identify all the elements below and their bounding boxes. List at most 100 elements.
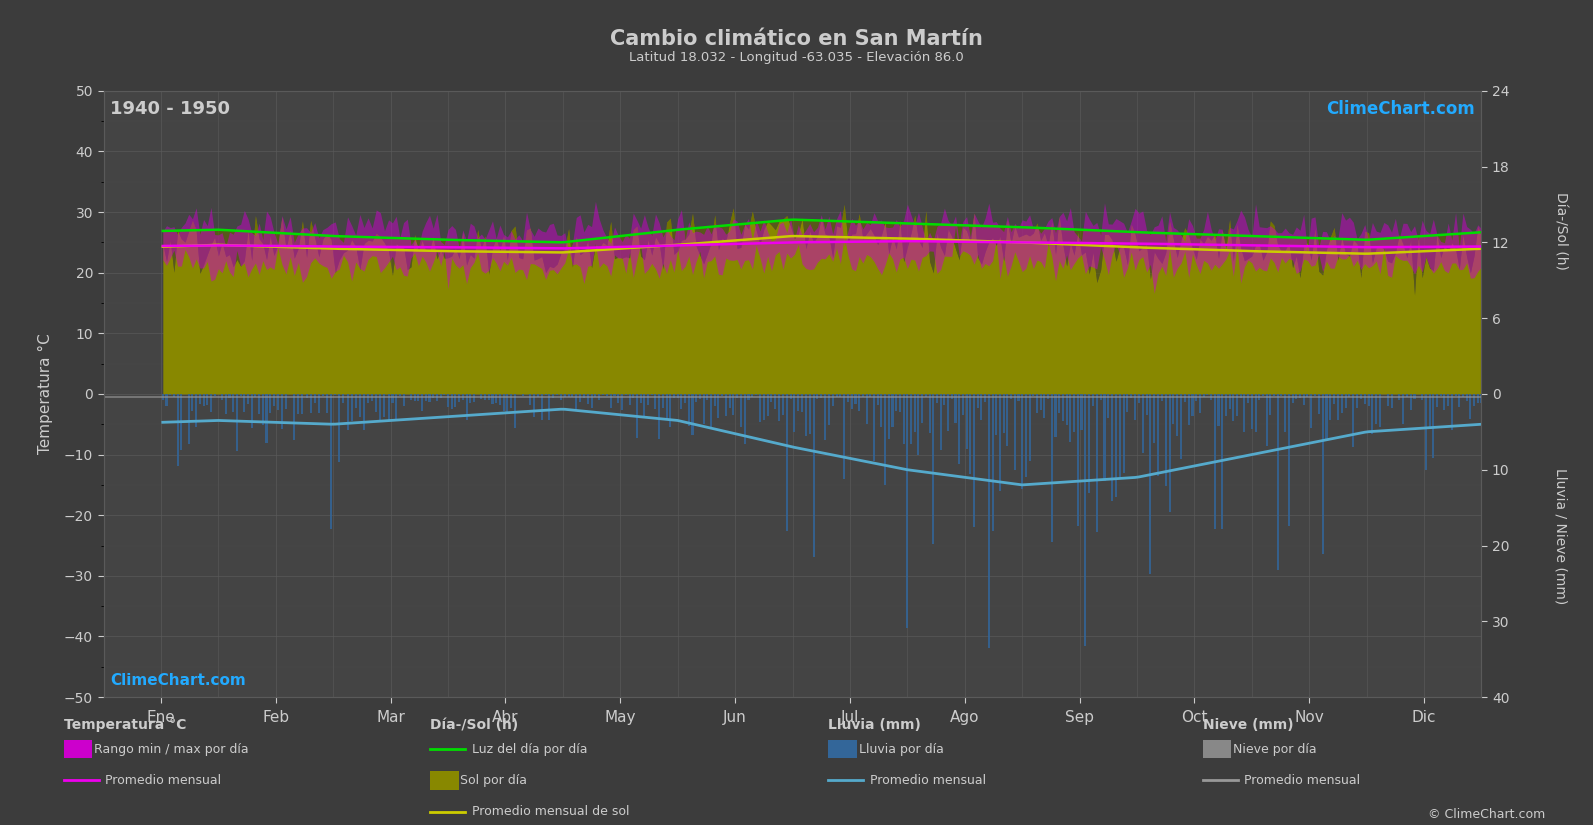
Bar [980, 394, 983, 420]
Bar [473, 394, 475, 402]
Bar [261, 394, 264, 425]
Bar [1292, 394, 1294, 403]
Bar [957, 394, 961, 464]
Bar [1029, 394, 1031, 461]
Bar [1172, 394, 1174, 424]
Bar [703, 394, 704, 423]
Bar [1134, 394, 1136, 420]
Bar [1333, 394, 1335, 403]
Text: Día-/Sol (h): Día-/Sol (h) [1553, 192, 1568, 270]
Bar [355, 394, 357, 408]
Bar [988, 394, 989, 648]
Bar [1051, 394, 1053, 541]
Bar [421, 394, 424, 412]
Bar [1251, 394, 1252, 429]
Bar [744, 394, 746, 444]
Bar [840, 394, 841, 398]
Text: Rango min / max por día: Rango min / max por día [94, 742, 249, 756]
Bar [1273, 394, 1274, 396]
Bar [188, 394, 190, 444]
Bar [1454, 394, 1456, 396]
Bar [572, 394, 573, 398]
Bar [1421, 394, 1423, 399]
Text: Día-/Sol (h): Día-/Sol (h) [430, 718, 518, 732]
Bar [962, 394, 964, 415]
Bar [443, 394, 446, 395]
Bar [1367, 394, 1370, 406]
Bar [1047, 394, 1050, 398]
Bar [1270, 394, 1271, 415]
Bar [371, 394, 373, 400]
Bar [199, 394, 201, 403]
Bar [1063, 394, 1064, 421]
Bar [403, 394, 405, 406]
Bar [1265, 394, 1268, 446]
Bar [280, 394, 284, 429]
Text: Cambio climático en San Martín: Cambio climático en San Martín [610, 29, 983, 49]
Bar [1228, 394, 1231, 408]
Bar [1488, 394, 1489, 422]
Bar [1007, 394, 1008, 446]
Bar [613, 394, 615, 396]
Bar [553, 394, 554, 398]
Bar [1032, 394, 1034, 396]
Bar [1443, 394, 1445, 409]
Bar [392, 394, 393, 403]
Bar [1080, 394, 1083, 430]
Bar [454, 394, 457, 407]
Bar [777, 394, 781, 421]
Bar [432, 394, 435, 398]
Bar [162, 394, 164, 400]
Text: Nieve por día: Nieve por día [1233, 742, 1316, 756]
Text: Lluvia por día: Lluvia por día [859, 742, 943, 756]
Bar [575, 394, 577, 410]
Text: Promedio mensual: Promedio mensual [1244, 774, 1360, 787]
Bar [636, 394, 637, 438]
Bar [965, 394, 967, 449]
Bar [683, 394, 687, 403]
Text: Latitud 18.032 - Longitud -63.035 - Elevación 86.0: Latitud 18.032 - Longitud -63.035 - Elev… [629, 51, 964, 64]
Bar [481, 394, 483, 399]
Bar [470, 394, 472, 403]
Bar [677, 394, 679, 398]
Bar [1069, 394, 1072, 442]
Bar [954, 394, 956, 423]
Bar [1010, 394, 1012, 399]
Bar [1391, 394, 1392, 408]
Bar [1536, 394, 1539, 412]
Bar [1110, 394, 1114, 502]
Bar [233, 394, 234, 412]
Bar [1021, 394, 1023, 489]
Bar [1532, 394, 1534, 412]
Text: Nieve (mm): Nieve (mm) [1203, 718, 1294, 732]
Bar [1344, 394, 1346, 408]
Bar [459, 394, 460, 402]
Bar [309, 394, 312, 413]
Bar [556, 394, 558, 395]
Bar [1091, 394, 1094, 406]
Bar [1491, 394, 1494, 434]
Bar [330, 394, 333, 529]
Bar [951, 394, 953, 399]
Bar [873, 394, 875, 461]
Bar [610, 394, 612, 408]
Bar [1188, 394, 1190, 425]
Bar [1164, 394, 1166, 486]
Bar [1129, 394, 1133, 398]
Bar [832, 394, 833, 406]
Bar [205, 394, 209, 405]
Bar [618, 394, 620, 403]
Text: Lluvia (mm): Lluvia (mm) [828, 718, 921, 732]
Bar [507, 394, 508, 412]
Bar [847, 394, 849, 402]
Bar [1306, 394, 1308, 397]
Bar [1364, 394, 1365, 404]
Bar [1348, 394, 1351, 398]
Bar [499, 394, 500, 405]
Bar [180, 394, 182, 450]
Bar [1429, 394, 1431, 427]
Bar [564, 394, 566, 397]
Bar [804, 394, 808, 436]
Bar [918, 394, 919, 455]
Bar [225, 394, 226, 413]
